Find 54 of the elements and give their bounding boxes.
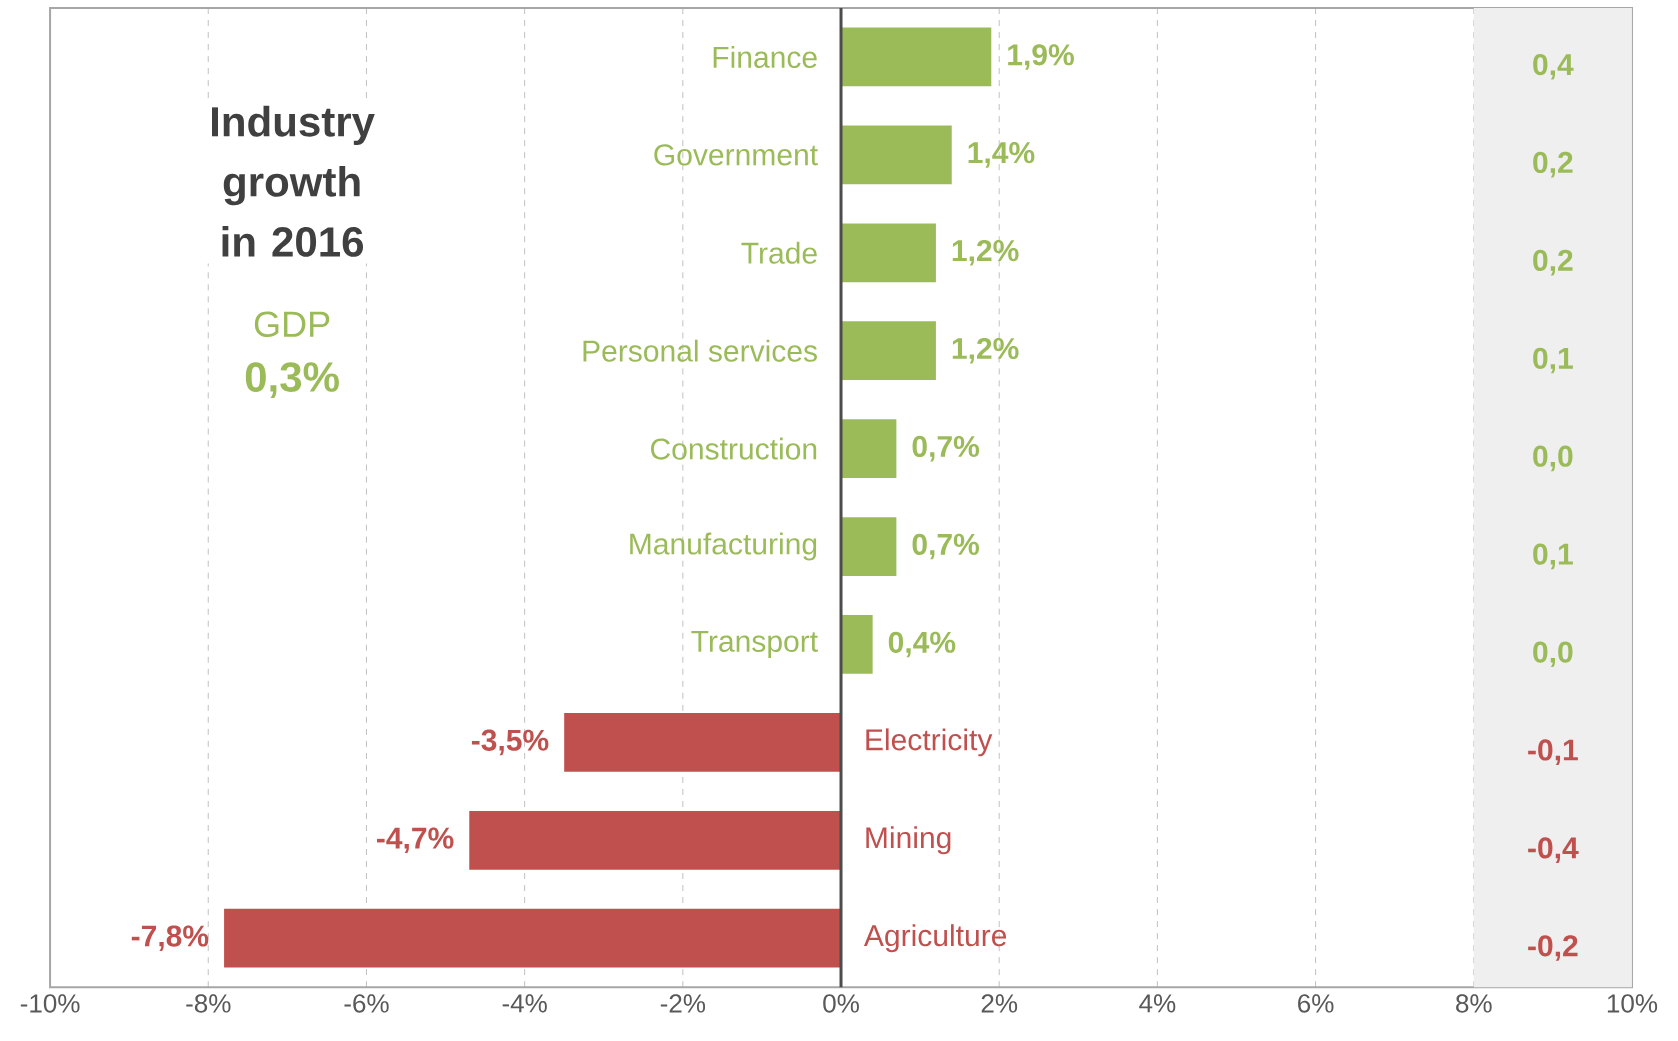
annotation: 0,1 [1533, 347, 1573, 374]
data-label: 0,7% [912, 533, 980, 560]
bar [224, 908, 842, 968]
annotation: 0,1 [1533, 543, 1573, 570]
x-tick-label: -8% [186, 994, 231, 1013]
y-tick-label: Agriculture [863, 924, 1007, 953]
annotation: 0,3% [245, 362, 339, 398]
bar [841, 614, 873, 674]
annotation: -0,1 [1528, 739, 1578, 765]
data-label: 1,2% [952, 337, 1019, 364]
x-tick-label: -4% [502, 994, 547, 1013]
data-label: -7,8% [131, 925, 209, 951]
x-tick-label: -10% [20, 994, 80, 1013]
data-label: 1,9% [1008, 44, 1074, 70]
y-tick-label: Government [654, 144, 818, 166]
y-tick-label: Personal services [583, 339, 817, 362]
data-label: 0,4% [888, 631, 956, 658]
annotation: GDP [254, 311, 330, 337]
bar [469, 810, 842, 870]
bar [841, 125, 952, 185]
y-tick-label: Transport [691, 630, 818, 658]
x-tick-label: 10% [1607, 994, 1658, 1013]
annotation: -0,4 [1528, 837, 1579, 863]
annotation: 0,0 [1533, 445, 1573, 472]
text: Industry growth in 2016 [211, 105, 375, 257]
bar [564, 712, 842, 772]
data-label: 0,7% [912, 435, 980, 462]
x-tick-label: 0% [823, 994, 859, 1013]
y-tick-label: Construction [651, 437, 817, 460]
annotation: -0,2 [1528, 935, 1578, 961]
annotation: 0,2 [1533, 151, 1573, 178]
data-label: -3,5% [471, 729, 549, 756]
x-tick-label: -2% [660, 994, 706, 1013]
data-label: 1,4% [968, 142, 1035, 168]
bar [841, 517, 897, 576]
y-tick-label: Mining [866, 826, 951, 855]
x-tick-label: 4% [1139, 994, 1176, 1013]
annotation: 0,4 [1533, 53, 1574, 80]
annotation: 0,0 [1533, 641, 1573, 667]
bar [841, 27, 992, 87]
x-tick-label: 2% [981, 994, 1018, 1013]
y-tick-label: Finance [713, 45, 817, 68]
data-label: -4,7% [376, 827, 454, 853]
x-tick-label: 6% [1298, 994, 1334, 1013]
y-tick-label: Electricity [866, 728, 993, 757]
x-tick-label: -6% [344, 994, 389, 1013]
y-tick-label: Trade [741, 241, 817, 264]
y-tick-label: Manufacturing [630, 532, 817, 561]
annotation: 0,2 [1533, 249, 1573, 276]
x-tick-label: 8% [1456, 994, 1492, 1013]
bar [841, 223, 936, 283]
bar [841, 419, 897, 478]
bar [841, 321, 936, 380]
data-label: 1,2% [952, 239, 1019, 266]
